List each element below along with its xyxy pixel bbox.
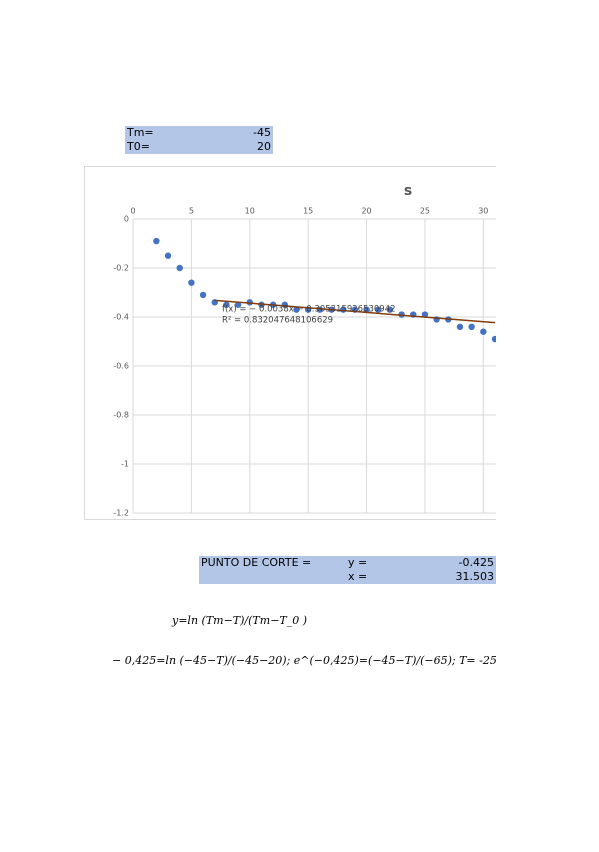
cell: x = [348, 570, 367, 583]
point [363, 306, 370, 313]
point [199, 291, 207, 299]
trendline-equation: f(x) = − 0.0038x − 0.305315926530942 [222, 305, 396, 315]
point [468, 323, 475, 330]
cell: PUNTO DE CORTE = [201, 556, 311, 569]
trendline-r2: R² = 0.832047648106629 [222, 316, 333, 326]
plot: 0 -0.2 -0.4 -0.6 -0.8 -1 -1.2 0 5 10 15 20 25 30 f(x) … [113, 207, 496, 518]
point [491, 335, 496, 343]
y-tick-label: -0.6 [113, 362, 129, 371]
x-tick-label: 5 [189, 207, 194, 216]
cell: Tm= [126, 126, 154, 139]
cut-cells [199, 556, 496, 584]
y-tick-label: -0.4 [113, 313, 129, 322]
point [223, 301, 230, 308]
trendline [214, 299, 496, 324]
x-tick-label: 15 [303, 207, 313, 216]
point [456, 323, 464, 330]
formula: y=ln (Tm−T)/(Tm−T_0 ) [171, 614, 307, 627]
point [164, 252, 172, 259]
chart-area [84, 166, 496, 520]
point [188, 279, 195, 286]
x-tick-label: 30 [478, 207, 488, 216]
cell: 20 [257, 140, 271, 153]
chart-title: s [404, 183, 412, 199]
y-tick-label: -1.2 [113, 509, 129, 518]
point [375, 306, 382, 313]
point [480, 328, 487, 335]
y-tick-label: -0.2 [113, 264, 129, 273]
param-cells [125, 126, 273, 154]
cell: y = [348, 556, 367, 569]
y-tick-label: -1 [121, 460, 129, 469]
y-tick-label: 0 [124, 215, 129, 224]
point [153, 237, 160, 245]
x-tick-label: 10 [245, 207, 255, 216]
point [176, 264, 183, 272]
x-tick-label: 20 [361, 207, 371, 216]
formula: − 0,425=ln (−45−T)/(−45−20); e^(−0,425)=… [112, 654, 514, 667]
cell: 31.503 [456, 570, 495, 583]
x-tick-label: 0 [130, 207, 135, 216]
point [421, 311, 429, 318]
cell: -45 [253, 126, 271, 139]
cell: T0= [126, 140, 150, 153]
point [293, 306, 300, 313]
sheet-content: Tm= -45 T0= 20 s 0 -0.2 -0.4 -0.6 -0.8 -1 -1.2… [84, 126, 514, 667]
x-tick-label: 25 [420, 207, 430, 216]
point [234, 301, 242, 308]
point [386, 306, 394, 313]
y-tick-label: -0.8 [113, 411, 129, 420]
cell: -0.425 [459, 556, 494, 569]
